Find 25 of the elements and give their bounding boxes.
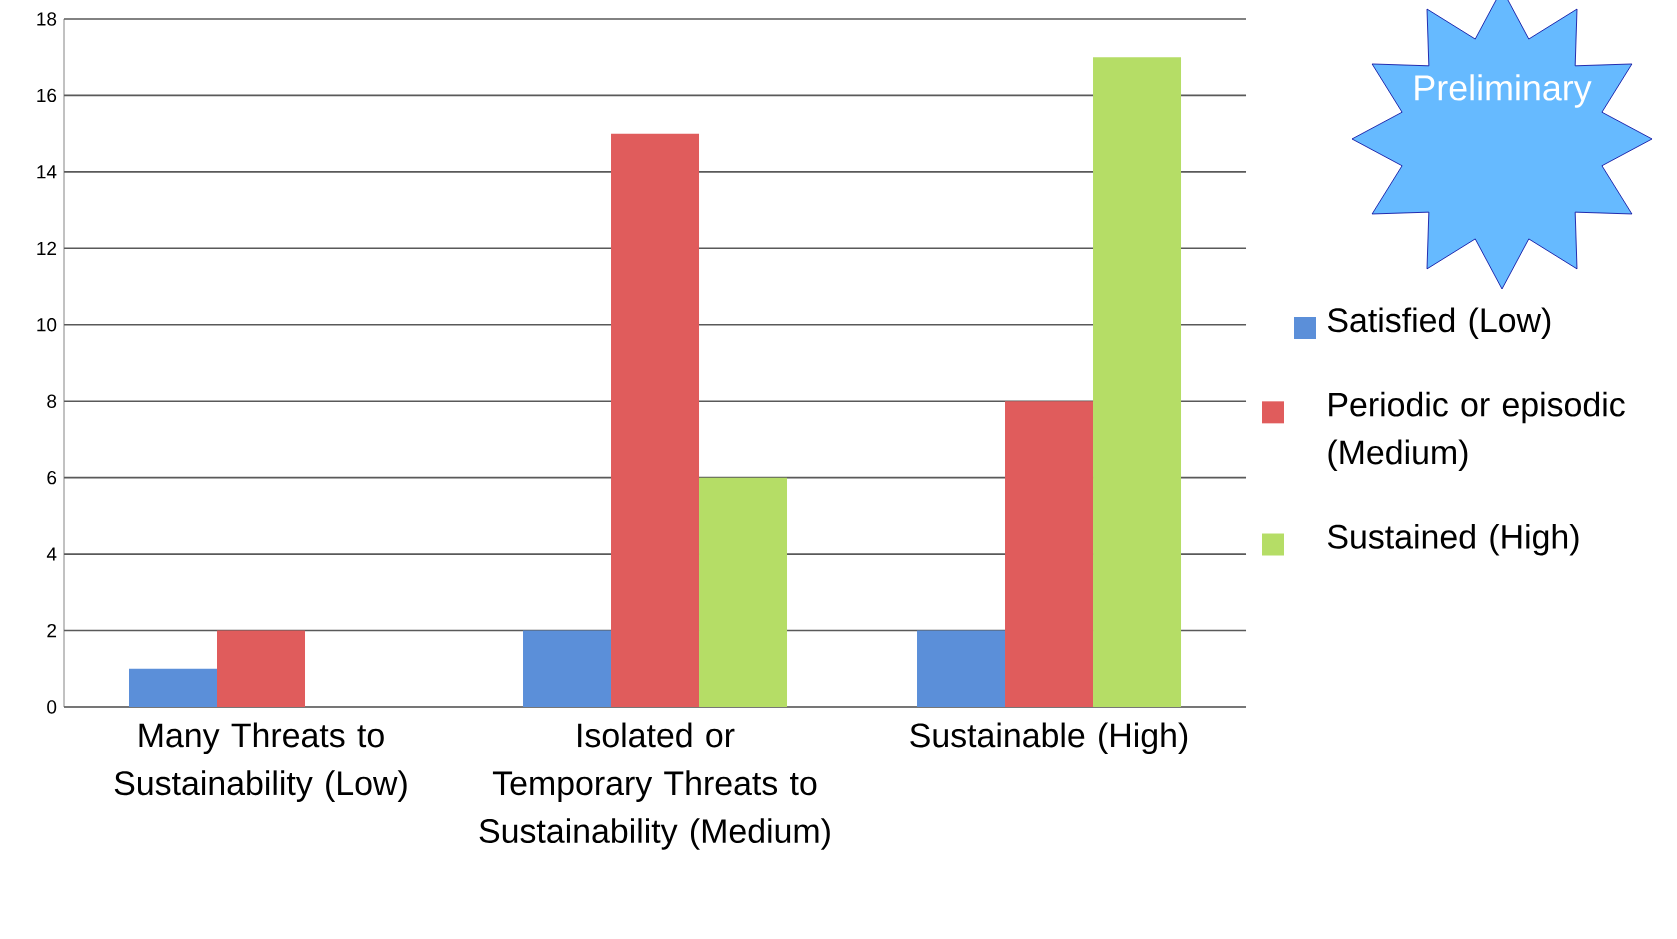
y-tick-label: 4: [46, 547, 57, 561]
legend-label: Sustained (High): [1327, 523, 1579, 556]
y-tick-label: 0: [47, 700, 57, 714]
bar: [523, 630, 612, 707]
y-tick-label: 18: [37, 12, 57, 26]
bar: [611, 133, 700, 707]
legend-label: Satisfied (Low): [1327, 307, 1551, 339]
y-tick-label: 10: [37, 318, 57, 332]
x-tick-label: Isolated or Temporary Threats to Sustainability (Medium): [479, 722, 830, 850]
bar: [129, 668, 218, 707]
bar: [1093, 57, 1182, 707]
y-tick-label: 8: [47, 394, 57, 408]
text: Preliminary: [1415, 74, 1592, 108]
y-tick-label: 6: [47, 470, 57, 485]
bar: [217, 630, 306, 707]
bar: [699, 477, 788, 707]
y-tick-label: 14: [37, 165, 57, 179]
y-tick-label: 2: [47, 623, 57, 638]
y-tick-label: 12: [37, 241, 57, 255]
bar: [917, 630, 1006, 707]
x-tick-label: Many Threats to Sustainability (Low): [114, 722, 407, 802]
bar: [1005, 401, 1094, 707]
x-tick-label: Sustainable (High): [910, 722, 1188, 755]
legend-label: Periodic or episodic (Medium): [1328, 391, 1625, 472]
y-tick-label: 16: [37, 88, 57, 103]
